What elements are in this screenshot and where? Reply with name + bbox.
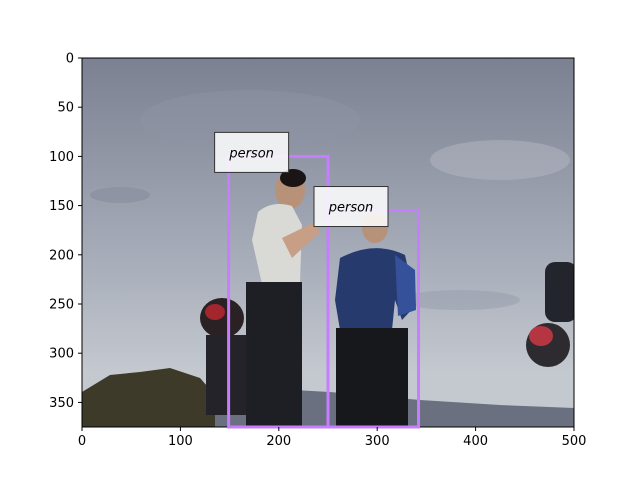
motorcycle-helmet-red — [205, 304, 225, 320]
motorcycle-right — [545, 262, 574, 322]
y-tick-label: 150 — [49, 199, 74, 214]
person-hair — [280, 169, 306, 187]
y-tick-label: 250 — [49, 298, 74, 313]
y-tick-label: 200 — [49, 248, 74, 263]
x-axis: 0 100 200 300 400 500 — [78, 427, 587, 449]
cloud — [400, 290, 520, 310]
y-tick-label: 50 — [57, 101, 74, 116]
y-axis: 0 50 100 150 200 250 300 350 — [49, 52, 82, 411]
person-figure-1 — [246, 169, 320, 427]
label-text-2: person — [328, 201, 374, 216]
x-tick-label: 0 — [78, 434, 86, 449]
label-text-1: person — [228, 146, 274, 161]
y-tick-label: 0 — [66, 52, 74, 67]
helmet-right-red — [529, 326, 553, 346]
cloud — [430, 140, 570, 180]
person-shirt — [252, 204, 302, 284]
vegetation — [82, 368, 215, 427]
person-jacket-sleeve — [395, 255, 416, 316]
label-box-2 — [313, 186, 389, 228]
person-legs — [246, 282, 302, 427]
cloud — [90, 187, 150, 203]
cloud — [140, 90, 360, 150]
x-tick-label: 200 — [266, 434, 291, 449]
motorcycle-helmet — [200, 298, 244, 338]
y-tick-label: 300 — [49, 347, 74, 362]
person-arm — [282, 222, 320, 258]
x-tick-label: 400 — [463, 434, 488, 449]
bounding-boxes: person person — [214, 131, 421, 429]
x-tick-label: 500 — [562, 434, 587, 449]
x-tick-label: 300 — [365, 434, 390, 449]
photo — [82, 58, 574, 427]
person-legs — [336, 328, 408, 427]
x-tick-label: 100 — [168, 434, 193, 449]
y-tick-label: 100 — [49, 150, 74, 165]
y-tick-label: 350 — [49, 396, 74, 411]
label-box-1 — [214, 131, 290, 173]
